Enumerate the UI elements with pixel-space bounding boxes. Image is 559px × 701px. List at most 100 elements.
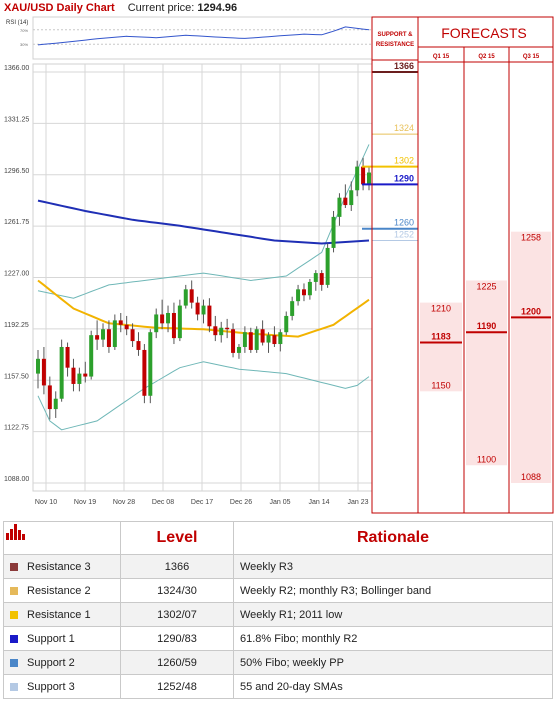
forecasts-title: FORECASTS [441,25,527,41]
candle-body [225,327,230,330]
candle-body [236,346,241,353]
level-name: Support 3 [27,680,75,693]
level-label: 1290 [394,173,414,183]
forecast-high-label: 1210 [431,304,451,314]
levels-table: Level Rationale Resistance 3 1366 Weekly R… [3,521,553,699]
candle-body [101,329,106,340]
forecast-range-bar [511,231,551,483]
level-swatch [10,634,18,643]
candle-body [77,373,82,384]
candle-body [242,332,247,347]
level-value: 1260/59 [120,650,234,675]
level-swatch [10,562,18,571]
candle-body [53,398,58,410]
candle-body [331,216,336,248]
current-price-value: 1294.96 [197,2,238,14]
forecast-range-bar [420,302,462,392]
level-name-cell: Resistance 3 [3,554,121,579]
level-rationale: 50% Fibo; weekly PP [233,650,553,675]
x-tick-label: Nov 19 [74,499,96,506]
level-value: 1366 [120,554,234,579]
level-label: 1366 [394,61,414,71]
level-swatch [10,586,18,595]
level-label: 1302 [394,156,414,166]
candle-body [278,332,283,345]
sma55-line [37,199,370,245]
sr-column [371,16,419,514]
candle-body [313,273,318,282]
x-tick-label: Nov 28 [113,499,135,506]
x-tick-label: Jan 05 [269,499,290,506]
candle-body [136,341,141,350]
candle-body [106,329,111,347]
forecast-low-label: 1150 [431,380,450,390]
candle-body [296,289,301,302]
table-header-level: Level [120,521,234,555]
level-value: 1290/83 [120,626,234,651]
level-name: Support 1 [27,632,75,645]
candle-body [166,312,171,324]
candle-body [83,373,88,377]
candle-body [254,329,259,350]
candle-body [160,314,165,324]
forecast-column-header: Q2 15 [478,54,495,60]
table-row: Support 2 1260/59 50% Fibo; weekly PP [3,650,553,675]
y-tick-label: 1157.50 [4,373,29,380]
candle-body [290,301,295,316]
candle-body [343,197,348,206]
y-tick-label: 1331.25 [4,116,29,123]
candle-body [248,332,253,350]
chart-title: XAU/USD Daily Chart [4,2,115,14]
level-name: Support 2 [27,656,75,669]
level-value: 1324/30 [120,578,234,603]
level-swatch [10,610,18,619]
y-tick-label: 1366.00 [4,65,29,72]
level-rationale: Weekly R1; 2011 low [233,602,553,627]
candle-body [367,172,371,185]
sr-header-line2: RESISTANCE [376,42,414,48]
candle-body [95,335,100,340]
candle-body [59,346,64,399]
candle-body [142,349,147,396]
level-rationale: Weekly R3 [233,554,553,579]
candle-body [124,324,129,330]
x-tick-label: Dec 08 [152,499,174,506]
forecasts-panel [417,16,554,514]
candle-body [319,273,324,285]
table-row: Resistance 1 1302/07 Weekly R1; 2011 low [3,602,553,627]
level-rationale: Weekly R2; monthly R3; Bollinger band [233,578,553,603]
x-tick-label: Jan 23 [347,499,368,506]
candle-body [71,367,76,384]
candle-body [349,190,354,206]
level-name-cell: Support 2 [3,650,121,675]
level-name-cell: Support 3 [3,674,121,699]
candle-body [47,385,52,410]
candle-body [130,329,135,342]
forecast-average-label: 1190 [477,321,497,331]
level-rationale: 61.8% Fibo; monthly R2 [233,626,553,651]
level-name: Resistance 1 [27,608,91,621]
rsi-label: RSI (14) [6,20,28,26]
level-label: 1252 [394,230,414,240]
level-label: 1260 [394,218,414,228]
y-tick-label: 1227.00 [4,271,29,278]
y-tick-label: 1122.75 [4,425,29,432]
candle-body [272,335,277,345]
current-price-label: Current price: [127,2,195,14]
level-swatch [10,682,18,691]
table-row: Support 3 1252/48 55 and 20-day SMAs [3,674,553,699]
sr-header-line1: SUPPORT & [377,32,413,38]
rsi-panel [32,16,373,60]
level-name-cell: Resistance 1 [3,602,121,627]
forecast-high-label: 1258 [521,233,541,243]
candle-body [266,335,271,343]
x-tick-label: Dec 17 [191,499,213,506]
bar-chart-icon [5,523,25,540]
forecast-average-label: 1183 [431,332,451,342]
forecast-low-label: 1088 [521,472,541,482]
table-icon-cell [3,521,121,555]
candle-body [177,305,182,339]
level-value: 1252/48 [120,674,234,699]
rsi-tick-label: 30% [20,42,28,47]
candle-body [207,305,212,327]
